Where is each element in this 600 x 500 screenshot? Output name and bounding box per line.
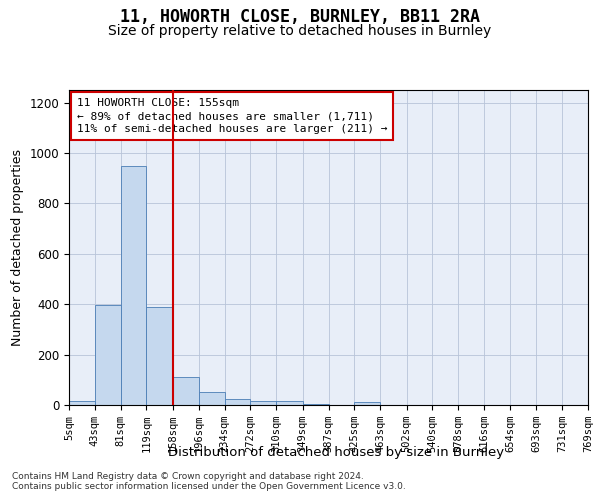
Bar (69, 401, 95, 405)
Text: Distribution of detached houses by size in Burnley: Distribution of detached houses by size … (168, 446, 504, 459)
Bar (121, 166, 146, 405)
Bar (199, 392, 224, 405)
Text: Contains public sector information licensed under the Open Government Licence v3: Contains public sector information licen… (12, 482, 406, 491)
Bar (302, 404, 329, 405)
Bar (146, 306, 173, 405)
Bar (173, 378, 199, 405)
Text: 11 HOWORTH CLOSE: 155sqm
← 89% of detached houses are smaller (1,711)
11% of sem: 11 HOWORTH CLOSE: 155sqm ← 89% of detach… (77, 98, 387, 134)
Bar (250, 401, 276, 405)
Text: 11, HOWORTH CLOSE, BURNLEY, BB11 2RA: 11, HOWORTH CLOSE, BURNLEY, BB11 2RA (120, 8, 480, 26)
Bar (224, 398, 250, 405)
Bar (95, 306, 121, 405)
Y-axis label: Number of detached properties: Number of detached properties (11, 149, 24, 346)
Text: Size of property relative to detached houses in Burnley: Size of property relative to detached ho… (109, 24, 491, 38)
Bar (276, 401, 302, 405)
Text: Contains HM Land Registry data © Crown copyright and database right 2024.: Contains HM Land Registry data © Crown c… (12, 472, 364, 481)
Bar (355, 402, 380, 405)
